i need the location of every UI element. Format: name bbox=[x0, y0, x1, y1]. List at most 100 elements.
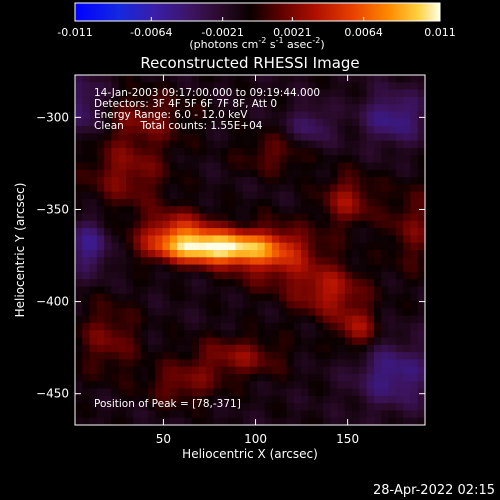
heatmap-cell bbox=[301, 315, 309, 324]
heatmap-cell bbox=[344, 279, 353, 288]
heatmap-cell bbox=[403, 403, 412, 412]
heatmap-cell bbox=[264, 352, 273, 360]
heatmap-cell bbox=[213, 271, 222, 280]
heatmap-cell bbox=[140, 403, 149, 412]
heatmap-cell bbox=[155, 177, 164, 185]
heatmap-cell bbox=[126, 228, 134, 237]
heatmap-cell bbox=[111, 155, 120, 164]
heatmap-cell bbox=[162, 220, 171, 229]
heatmap-cell bbox=[395, 184, 404, 193]
heatmap-cell bbox=[264, 177, 273, 185]
heatmap-cell bbox=[147, 235, 156, 244]
heatmap-cell bbox=[308, 250, 317, 258]
heatmap-cell bbox=[220, 381, 229, 390]
heatmap-cell bbox=[395, 373, 404, 382]
heatmap-cell bbox=[330, 235, 339, 244]
heatmap-cell bbox=[410, 322, 419, 331]
heatmap-cell bbox=[111, 293, 120, 302]
heatmap-cell bbox=[330, 315, 339, 324]
heatmap-cell bbox=[264, 228, 273, 237]
heatmap-cell bbox=[366, 184, 375, 193]
heatmap-cell bbox=[373, 373, 382, 382]
heatmap-cell bbox=[366, 198, 375, 207]
heatmap-cell bbox=[366, 126, 375, 134]
heatmap-cell bbox=[82, 118, 91, 127]
heatmap-cell bbox=[264, 395, 273, 404]
heatmap-cell bbox=[359, 381, 368, 390]
heatmap-cell bbox=[279, 395, 288, 404]
heatmap-cell bbox=[140, 373, 149, 382]
heatmap-cell bbox=[322, 344, 331, 353]
heatmap-cell bbox=[220, 388, 229, 397]
heatmap-cell bbox=[111, 96, 120, 105]
heatmap-cell bbox=[82, 198, 91, 207]
heatmap-cell bbox=[118, 308, 127, 317]
heatmap-cell bbox=[381, 388, 390, 397]
heatmap-cell bbox=[330, 250, 339, 258]
heatmap-cell bbox=[359, 344, 368, 353]
heatmap-cell bbox=[410, 352, 419, 360]
heatmap-cell bbox=[410, 366, 419, 375]
heatmap-cell bbox=[417, 177, 426, 185]
heatmap-cell bbox=[75, 308, 83, 317]
heatmap-cell bbox=[381, 417, 390, 426]
heatmap-cell bbox=[373, 206, 382, 215]
colorbar-frame bbox=[74, 2, 441, 22]
heatmap-cell bbox=[337, 366, 346, 375]
heatmap-cell bbox=[177, 373, 185, 382]
heatmap-cell bbox=[140, 191, 149, 200]
heatmap-cell bbox=[250, 220, 258, 229]
heatmap-cell bbox=[373, 366, 382, 375]
heatmap-cell bbox=[177, 250, 185, 258]
heatmap-cell bbox=[126, 147, 134, 156]
heatmap-cell bbox=[155, 344, 164, 353]
heatmap-cell bbox=[322, 293, 331, 302]
heatmap-cell bbox=[410, 133, 419, 142]
heatmap-cell bbox=[169, 235, 178, 244]
heatmap-cell bbox=[286, 89, 295, 98]
heatmap-cell bbox=[198, 257, 207, 266]
heatmap-cell bbox=[417, 111, 426, 120]
heatmap-cell bbox=[286, 198, 295, 207]
heatmap-cell bbox=[359, 155, 368, 164]
heatmap-cell bbox=[75, 410, 83, 419]
heatmap-cell bbox=[250, 410, 258, 419]
heatmap-cell bbox=[337, 162, 346, 171]
heatmap-cell bbox=[126, 264, 134, 273]
heatmap-cell bbox=[279, 191, 288, 200]
heatmap-cell bbox=[177, 235, 185, 244]
heatmap-cell bbox=[322, 242, 331, 251]
heatmap-cell bbox=[352, 308, 360, 317]
heatmap-cell bbox=[250, 366, 258, 375]
heatmap-cell bbox=[330, 169, 339, 178]
heatmap-cell bbox=[366, 147, 375, 156]
heatmap-cell bbox=[344, 352, 353, 360]
heatmap-cell bbox=[96, 417, 105, 426]
heatmap-cell bbox=[133, 279, 142, 288]
heatmap-cell bbox=[264, 126, 273, 134]
heatmap-cell bbox=[169, 264, 178, 273]
heatmap-cell bbox=[359, 184, 368, 193]
heatmap-cell bbox=[104, 89, 113, 98]
heatmap-cell bbox=[111, 388, 120, 397]
heatmap-cell bbox=[213, 315, 222, 324]
heatmap-cell bbox=[250, 322, 258, 331]
heatmap-cell bbox=[315, 75, 324, 83]
heatmap-cell bbox=[352, 330, 360, 339]
heatmap-cell bbox=[82, 220, 91, 229]
heatmap-cell bbox=[235, 82, 244, 91]
heatmap-cell bbox=[82, 257, 91, 266]
heatmap-cell bbox=[126, 235, 134, 244]
heatmap-cell bbox=[242, 337, 251, 346]
heatmap-cell bbox=[242, 264, 251, 273]
heatmap-cell bbox=[293, 177, 302, 185]
heatmap-cell bbox=[315, 155, 324, 164]
heatmap-cell bbox=[169, 118, 178, 127]
heatmap-cell bbox=[155, 373, 164, 382]
heatmap-cell bbox=[118, 242, 127, 251]
heatmap-cell bbox=[344, 264, 353, 273]
heatmap-cell bbox=[279, 403, 288, 412]
heatmap-cell bbox=[271, 286, 280, 295]
heatmap-cell bbox=[140, 206, 149, 215]
heatmap-cell bbox=[104, 286, 113, 295]
